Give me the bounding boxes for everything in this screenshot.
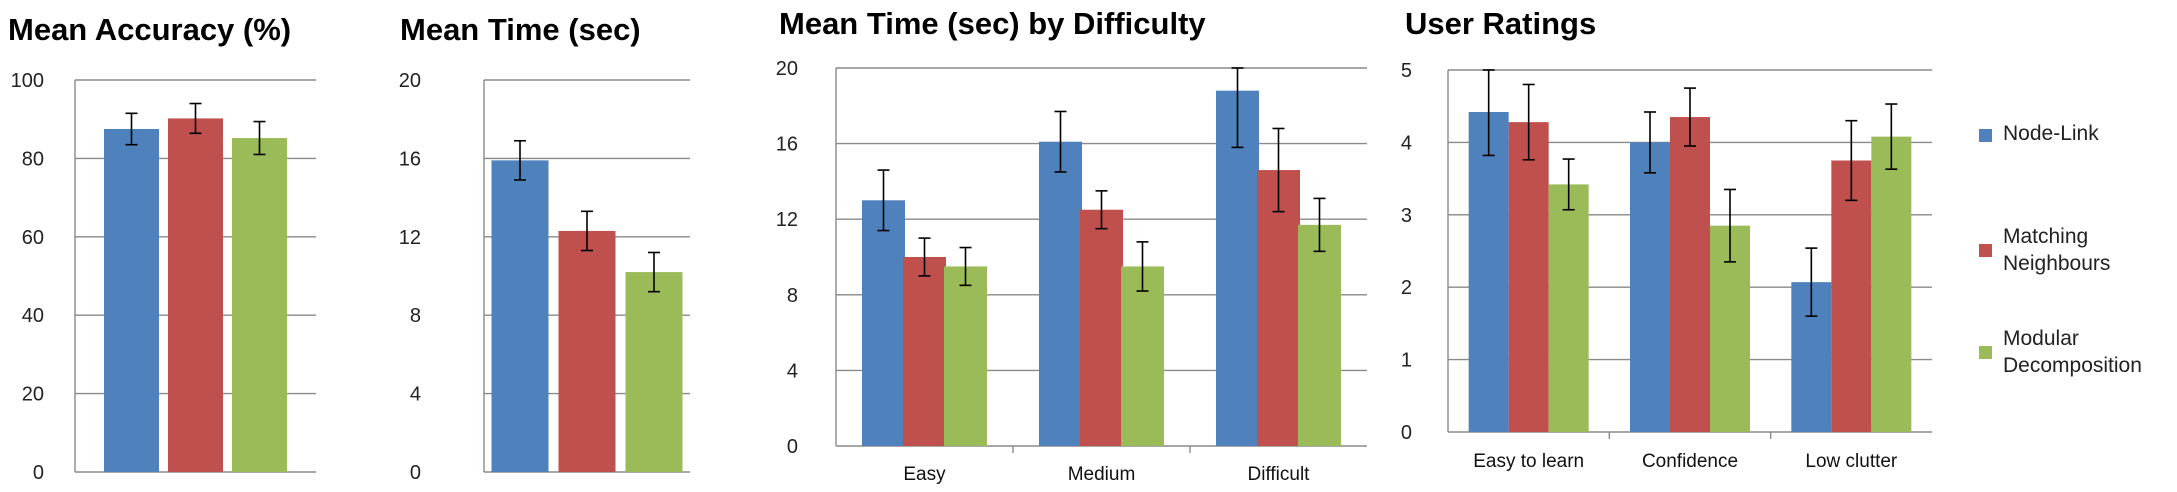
error-bar — [1095, 190, 1108, 230]
error-bar — [1562, 158, 1575, 211]
category-label: Easy — [903, 464, 946, 485]
y-tick-label: 0 — [410, 462, 421, 484]
error-bar — [1805, 247, 1818, 317]
error-bar — [877, 169, 890, 232]
bar-matching-neighbours — [1508, 122, 1549, 433]
y-tick-label: 12 — [399, 227, 421, 249]
legend-swatch — [1979, 244, 1992, 257]
bar-modular-decomposition — [1121, 266, 1164, 446]
error-bar — [253, 120, 266, 156]
y-tick-label: 20 — [22, 384, 44, 406]
legend-item: Matching Neighbours — [1979, 225, 2110, 275]
bar-modular-decomposition — [232, 138, 287, 473]
y-tick-label: 1 — [1401, 350, 1412, 372]
error-bar — [1644, 111, 1656, 174]
error-bar — [1136, 241, 1149, 292]
category-label: Low clutter — [1805, 451, 1898, 472]
error-bar — [1684, 87, 1696, 147]
y-tick-label: 0 — [33, 462, 44, 484]
error-bar — [918, 237, 931, 277]
chart-panel-3: Mean Time (sec) by Difficulty 0 4 8 12 16 20 Ea… — [776, 6, 1367, 485]
error-bar — [1845, 119, 1858, 202]
bar-matching-neighbours — [1080, 209, 1123, 446]
y-tick-label: 80 — [22, 148, 44, 170]
y-tick-label: 0 — [787, 436, 798, 458]
y-tick-label: 4 — [1401, 132, 1412, 154]
category-label: Easy to learn — [1473, 451, 1584, 472]
chart-panel-4: User Ratings 0 1 2 3 4 5 Easy to learn Confidenc… — [1401, 6, 1932, 472]
bar-node-link — [1039, 141, 1082, 446]
error-bar — [514, 139, 526, 181]
bar-node-link — [491, 160, 549, 473]
chart-panel-1: Mean Accuracy (%) 0 20 40 60 80 100 — [8, 12, 316, 484]
chart-title: Mean Time (sec) by Difficulty — [779, 6, 1206, 41]
y-tick-label: 100 — [11, 70, 44, 92]
legend-swatch — [1979, 129, 1992, 142]
legend-label: Matching — [2003, 225, 2088, 248]
chart-title: Mean Time (sec) — [400, 12, 641, 47]
y-tick-label: 16 — [776, 134, 798, 156]
legend-swatch — [1979, 346, 1992, 359]
error-bar — [959, 246, 972, 287]
y-tick-label: 40 — [22, 305, 44, 327]
error-bar — [189, 102, 202, 135]
bar-node-link — [862, 200, 905, 446]
y-tick-label: 4 — [787, 360, 798, 382]
error-bar — [1482, 69, 1495, 157]
error-bar — [1724, 188, 1736, 263]
bar-matching-neighbours — [903, 257, 946, 446]
legend-label: Modular — [2003, 327, 2079, 350]
bar-modular-decomposition — [1548, 184, 1589, 432]
y-tick-label: 5 — [1401, 60, 1412, 82]
bar-modular-decomposition — [625, 272, 683, 472]
legend-item: Modular Decomposition — [1979, 327, 2142, 377]
y-tick-label: 60 — [22, 227, 44, 249]
chart-title: Mean Accuracy (%) — [8, 12, 291, 47]
legend: Node-Link Matching Neighbours Modular Decomp… — [1979, 122, 2142, 377]
legend-label: Neighbours — [2003, 252, 2110, 275]
category-label: Difficult — [1248, 464, 1311, 485]
error-bar — [648, 251, 660, 293]
error-bar — [1231, 67, 1244, 149]
error-bar — [125, 112, 138, 146]
y-tick-label: 0 — [1401, 422, 1412, 444]
y-tick-label: 4 — [410, 384, 421, 406]
category-label: Medium — [1068, 464, 1136, 485]
error-bar — [1885, 103, 1898, 170]
y-tick-label: 2 — [1401, 277, 1412, 299]
legend-item: Node-Link — [1979, 122, 2099, 145]
error-bar — [1054, 110, 1067, 173]
bar-node-link — [1468, 111, 1509, 432]
y-tick-label: 20 — [399, 70, 421, 92]
legend-label: Node-Link — [2003, 122, 2099, 145]
bar-node-link — [104, 129, 159, 472]
bar-modular-decomposition — [1871, 136, 1912, 432]
error-bar — [581, 210, 593, 252]
bar-matching-neighbours — [1257, 170, 1300, 446]
error-bar — [1272, 127, 1285, 213]
bar-matching-neighbours — [558, 230, 616, 472]
chart-panel-2: Mean Time (sec) 0 4 8 12 16 20 — [399, 12, 690, 484]
y-tick-label: 8 — [410, 305, 421, 327]
legend-label: Decomposition — [2003, 354, 2142, 377]
bar-matching-neighbours — [168, 118, 223, 472]
error-bar — [1313, 197, 1326, 253]
bar-matching-neighbours — [1670, 117, 1710, 432]
y-tick-label: 8 — [787, 285, 798, 307]
bar-node-link — [1630, 142, 1670, 432]
bar-node-link — [1216, 90, 1259, 447]
bar-matching-neighbours — [1831, 160, 1872, 432]
bar-modular-decomposition — [944, 266, 987, 446]
y-tick-label: 16 — [399, 148, 421, 170]
y-tick-label: 12 — [776, 209, 798, 231]
y-tick-label: 3 — [1401, 205, 1412, 227]
y-tick-label: 20 — [776, 58, 798, 80]
error-bar — [1522, 83, 1535, 161]
category-label: Confidence — [1642, 451, 1738, 472]
chart-title: User Ratings — [1405, 6, 1596, 41]
bar-modular-decomposition — [1298, 224, 1341, 446]
